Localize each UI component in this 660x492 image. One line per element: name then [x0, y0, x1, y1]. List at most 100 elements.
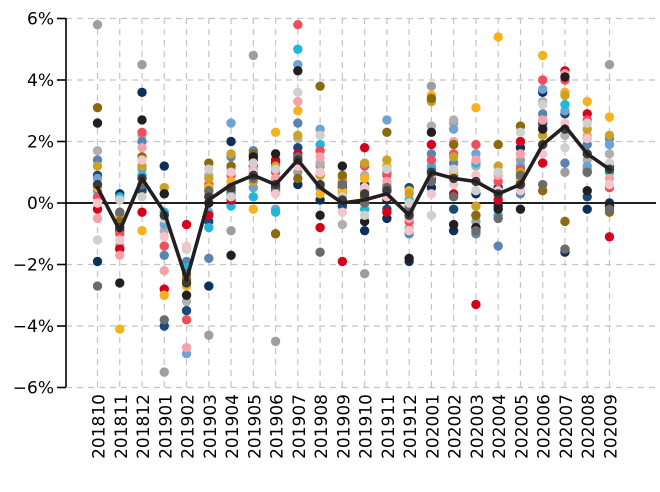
x-tick-label: 202007: [557, 394, 577, 459]
data-point: [604, 59, 615, 70]
data-point: [582, 133, 592, 144]
x-tick-label: 201910: [357, 394, 377, 459]
data-point: [448, 139, 459, 150]
data-point: [538, 84, 548, 94]
data-point: [159, 265, 169, 276]
data-point: [293, 66, 303, 76]
mean-series-line: [95, 124, 612, 282]
data-point: [359, 142, 370, 153]
data-point: [270, 336, 281, 347]
data-point: [560, 142, 570, 153]
data-point: [426, 155, 437, 165]
data-point: [337, 161, 348, 171]
data-point: [137, 155, 147, 165]
data-point: [226, 167, 236, 177]
x-tick-label: 201909: [334, 394, 354, 459]
data-point: [448, 219, 459, 230]
data-point: [315, 210, 325, 220]
x-tick-label: 201811: [112, 394, 132, 459]
data-point: [538, 179, 548, 190]
data-point: [582, 96, 592, 107]
data-point: [159, 241, 169, 251]
data-point: [560, 167, 570, 177]
data-point: [115, 324, 125, 334]
data-point: [315, 247, 325, 257]
data-point: [92, 118, 103, 128]
scatter-points: [92, 19, 615, 377]
data-point: [204, 222, 214, 233]
data-point: [359, 173, 370, 184]
data-point: [137, 192, 147, 202]
data-point: [359, 189, 370, 199]
y-tick-label: 6%: [27, 10, 54, 30]
data-point: [538, 115, 548, 125]
data-point: [359, 225, 370, 236]
data-point: [159, 250, 169, 260]
data-point: [337, 170, 348, 181]
data-point: [471, 155, 481, 165]
data-point: [604, 130, 615, 141]
data-point: [137, 115, 147, 125]
data-point: [226, 225, 236, 236]
x-tick-label: 201902: [179, 394, 199, 459]
data-point: [359, 210, 370, 220]
data-point: [538, 99, 548, 110]
data-point: [337, 219, 348, 230]
data-point: [159, 161, 169, 171]
data-point: [181, 342, 192, 353]
data-point: [604, 149, 615, 159]
x-tick-label: 201912: [401, 394, 421, 459]
data-point: [560, 244, 570, 254]
data-point: [270, 127, 281, 137]
data-point: [471, 139, 481, 150]
data-point: [493, 139, 503, 150]
data-point: [115, 235, 125, 245]
data-point: [270, 149, 281, 159]
data-point: [92, 198, 103, 208]
data-point: [560, 158, 570, 168]
data-point: [359, 269, 370, 279]
data-point: [137, 87, 147, 98]
data-point: [226, 192, 236, 202]
data-point: [181, 219, 192, 230]
data-point: [159, 232, 169, 242]
data-point: [181, 315, 192, 325]
x-tick-label: 201812: [134, 394, 154, 459]
data-point: [159, 367, 169, 377]
data-point: [204, 173, 214, 184]
y-tick-label: −4%: [13, 317, 54, 337]
data-point: [382, 155, 392, 165]
data-point: [337, 179, 348, 190]
data-point: [538, 124, 548, 134]
data-point: [204, 253, 214, 264]
data-point: [560, 72, 570, 82]
data-point: [137, 142, 147, 153]
data-point: [448, 164, 459, 174]
data-point: [293, 96, 303, 107]
data-point: [471, 201, 481, 211]
data-point: [582, 186, 592, 196]
x-tick-label: 202005: [512, 394, 532, 459]
data-point: [293, 106, 303, 116]
y-tick-label: −2%: [13, 256, 54, 276]
data-point: [471, 210, 481, 220]
data-point: [493, 32, 503, 42]
data-point: [270, 207, 281, 217]
data-point: [115, 195, 125, 205]
data-point: [270, 189, 281, 199]
data-point: [137, 225, 147, 236]
data-point: [92, 235, 103, 245]
data-point: [426, 139, 437, 150]
data-point: [115, 207, 125, 217]
y-tick-label: 0%: [27, 194, 54, 214]
data-point: [493, 241, 503, 251]
data-point: [515, 204, 526, 214]
data-point: [92, 213, 103, 224]
x-tick-label: 201908: [312, 394, 332, 459]
data-point: [226, 136, 236, 147]
data-point: [448, 115, 459, 125]
y-tick-labels: −6% −4% −2% 0% 2% 4% 6%: [13, 10, 54, 399]
data-point: [315, 152, 325, 162]
x-tick-label: 202004: [490, 394, 510, 459]
data-point: [582, 167, 592, 177]
